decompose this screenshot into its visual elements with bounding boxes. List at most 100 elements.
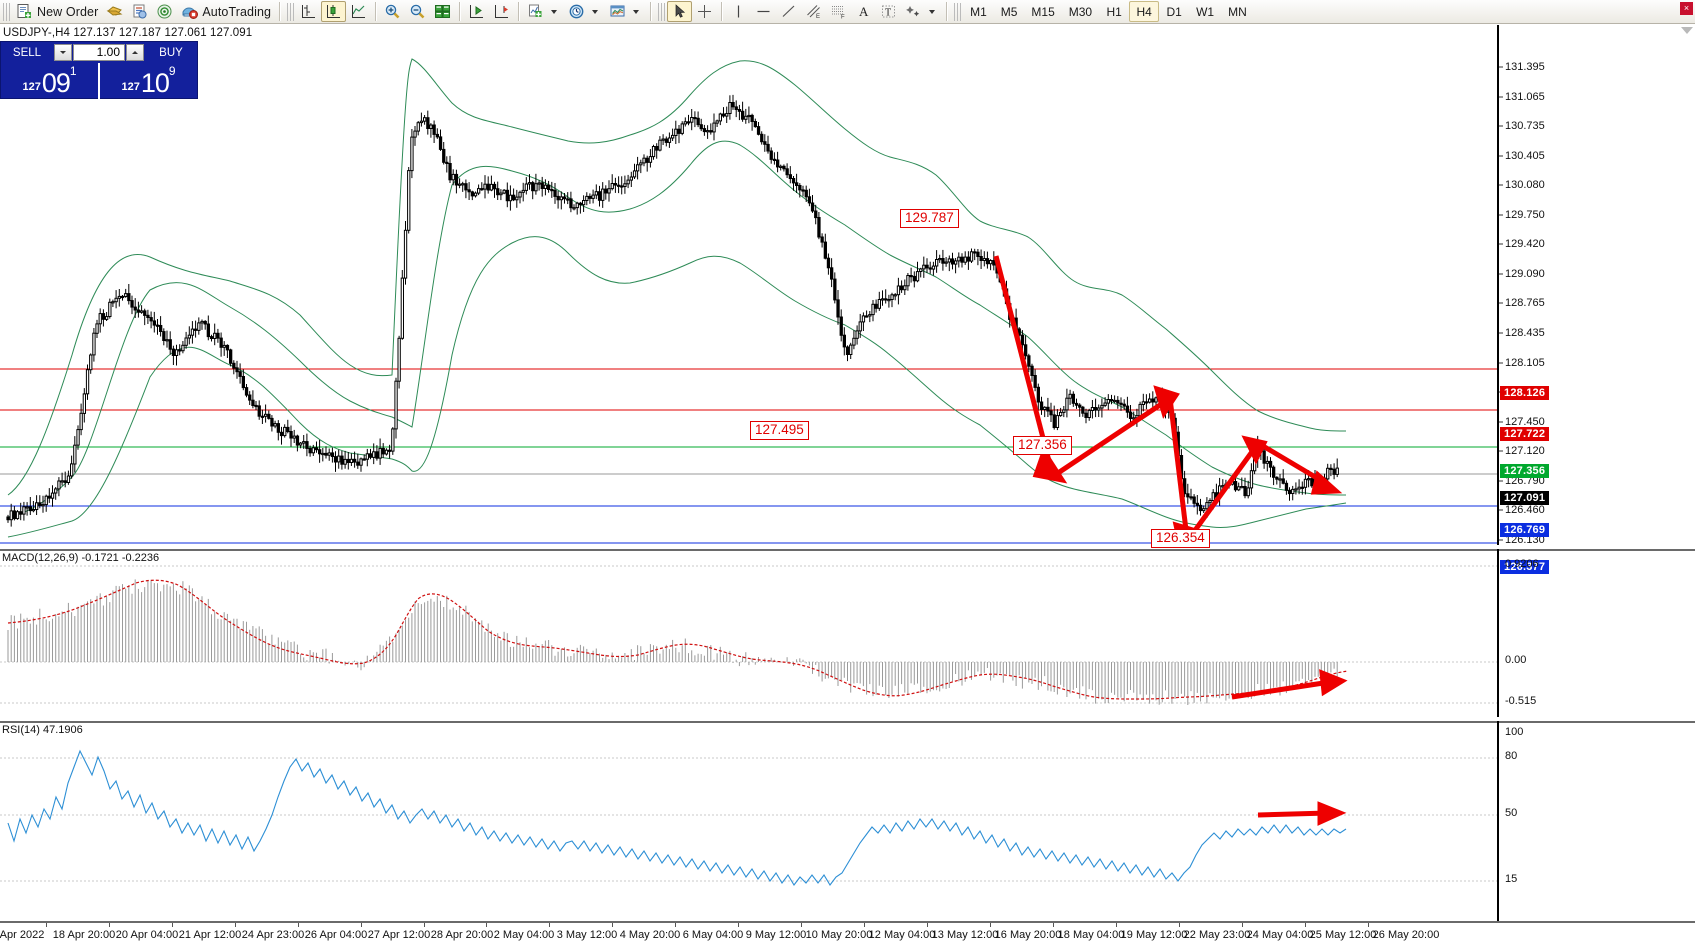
- volume-input[interactable]: 1.00: [73, 44, 125, 61]
- candlestick-series: [6, 94, 1339, 527]
- tile-windows-button[interactable]: [430, 1, 455, 22]
- price-level-badge[interactable]: 127.722: [1500, 427, 1550, 441]
- bar-chart-button[interactable]: [296, 1, 321, 22]
- chart-shift-button[interactable]: [489, 1, 514, 22]
- objects-button[interactable]: [901, 1, 942, 22]
- price-tick: [1499, 96, 1503, 98]
- toolbar-separator-2: [375, 2, 377, 21]
- price-annotation-label[interactable]: 129.787: [900, 209, 959, 228]
- time-tick-label: Apr 2022: [0, 929, 45, 941]
- templates-icon: [609, 3, 626, 20]
- main-toolbar: New Order AutoTrading: [0, 0, 1695, 24]
- price-tick: [1499, 214, 1503, 216]
- macd-pane[interactable]: MACD(12,26,9) -0.1721 -0.2236: [0, 549, 1695, 717]
- price-tick-label: 127.120: [1505, 445, 1545, 458]
- autotrading-button[interactable]: AutoTrading: [177, 1, 275, 22]
- volume-increase-button[interactable]: [126, 44, 144, 61]
- rsi-chart-svg: [0, 749, 1497, 886]
- rsi-plot[interactable]: [0, 723, 1695, 921]
- templates-button[interactable]: [605, 1, 646, 22]
- chart-shift-icon: [493, 3, 510, 20]
- chart-collapse-icon[interactable]: [1681, 27, 1693, 34]
- line-chart-button[interactable]: [346, 1, 371, 22]
- price-tick-label: 129.420: [1505, 238, 1545, 251]
- chevron-down-icon-2[interactable]: [592, 9, 599, 14]
- toolbar-grip-4[interactable]: [954, 2, 962, 21]
- fibonacci-button[interactable]: F: [826, 1, 851, 22]
- sell-button[interactable]: SELL: [12, 46, 42, 59]
- price-annotation-label[interactable]: 126.354: [1151, 529, 1210, 548]
- timeframe-h4[interactable]: H4: [1129, 1, 1160, 22]
- period-button[interactable]: [564, 1, 605, 22]
- buy-button[interactable]: BUY: [159, 46, 183, 59]
- price-level-badge[interactable]: 128.126: [1500, 386, 1550, 400]
- macd-plot[interactable]: [0, 551, 1695, 717]
- toolbar-separator-6: [721, 2, 723, 21]
- candlestick-chart-button[interactable]: [321, 1, 347, 22]
- timeframe-m30[interactable]: M30: [1068, 4, 1093, 19]
- equidistant-channel-icon: E: [805, 3, 822, 20]
- one-click-trading-panel[interactable]: SELL 1.00 BUY 127 09 1 127 10 9: [0, 41, 198, 99]
- horizontal-line-icon: [755, 3, 772, 20]
- timeframe-m1[interactable]: M1: [970, 4, 987, 19]
- toolbar-separator-4: [518, 2, 520, 21]
- expert-advisors-button[interactable]: [102, 1, 127, 22]
- zoom-out-button[interactable]: [405, 1, 430, 22]
- price-pane[interactable]: 129.787 127.495 127.356 126.354: [0, 25, 1695, 548]
- price-chart-svg: [0, 58, 1497, 545]
- price-annotation-label[interactable]: 127.495: [750, 421, 809, 440]
- zoom-in-icon: [384, 3, 401, 20]
- rsi-tick-label: 80: [1505, 750, 1518, 762]
- time-tick: [1179, 923, 1180, 927]
- equidistant-channel-button[interactable]: E: [801, 1, 826, 22]
- text-button[interactable]: A: [851, 1, 876, 22]
- new-order-button[interactable]: New Order: [12, 1, 102, 22]
- toolbar-grip-2[interactable]: [287, 2, 295, 21]
- time-tick-label: 9 May 12:00: [745, 929, 807, 941]
- price-level-badge[interactable]: 127.091: [1500, 491, 1550, 505]
- timeframe-w1[interactable]: W1: [1196, 4, 1215, 19]
- timeframe-m15[interactable]: M15: [1031, 4, 1055, 19]
- period-clock-icon: [568, 3, 585, 20]
- vertical-line-button[interactable]: [726, 1, 751, 22]
- price-level-badge[interactable]: 126.769: [1500, 523, 1550, 537]
- timeframe-d1[interactable]: D1: [1166, 4, 1182, 19]
- time-tick-label: 26 May 20:00: [1372, 929, 1440, 941]
- timeframe-m5[interactable]: M5: [1000, 4, 1018, 19]
- timeframe-h1[interactable]: H1: [1106, 4, 1122, 19]
- signals-button[interactable]: [152, 1, 177, 22]
- time-tick-label: 20 Apr 04:00: [115, 929, 179, 941]
- chevron-down-icon[interactable]: [551, 9, 558, 14]
- close-icon[interactable]: ×: [1680, 2, 1693, 15]
- time-axis[interactable]: Apr 2022 18 Apr 20:00 20 Apr 04:00 21 Apr 1…: [0, 921, 1695, 944]
- price-level-badge[interactable]: 126.377: [1500, 560, 1550, 574]
- trendline-button[interactable]: [776, 1, 801, 22]
- toolbar-grip[interactable]: [3, 2, 10, 21]
- cursor-button[interactable]: [667, 1, 693, 22]
- volume-decrease-button[interactable]: [54, 44, 72, 61]
- text-label-button[interactable]: T: [876, 1, 901, 22]
- crosshair-button[interactable]: [692, 1, 717, 22]
- vertical-line-icon: [730, 3, 747, 20]
- time-tick: [1116, 923, 1117, 927]
- chevron-down-icon-3[interactable]: [633, 9, 640, 14]
- sell-price-big: 09: [41, 68, 71, 98]
- time-tick: [172, 923, 173, 927]
- price-level-badge[interactable]: 127.356: [1500, 464, 1550, 478]
- toolbar-grip-3[interactable]: [658, 2, 666, 21]
- sell-price-display[interactable]: 127 09 1: [1, 63, 98, 99]
- chevron-down-icon-4[interactable]: [929, 9, 936, 14]
- data-window-button[interactable]: [127, 1, 152, 22]
- rsi-pane[interactable]: RSI(14) 47.1906: [0, 721, 1695, 921]
- add-indicator-button[interactable]: [523, 1, 564, 22]
- timeframe-mn[interactable]: MN: [1228, 4, 1247, 19]
- auto-scroll-button[interactable]: [464, 1, 489, 22]
- tile-windows-icon: [434, 3, 451, 20]
- buy-price-display[interactable]: 127 10 9: [100, 63, 197, 99]
- zoom-in-button[interactable]: [380, 1, 405, 22]
- horizontal-line-button[interactable]: [751, 1, 776, 22]
- macd-label: MACD(12,26,9) -0.1721 -0.2236: [2, 552, 163, 564]
- time-tick: [1053, 923, 1054, 927]
- price-annotation-label[interactable]: 127.356: [1013, 436, 1072, 455]
- price-plot[interactable]: [0, 25, 1695, 545]
